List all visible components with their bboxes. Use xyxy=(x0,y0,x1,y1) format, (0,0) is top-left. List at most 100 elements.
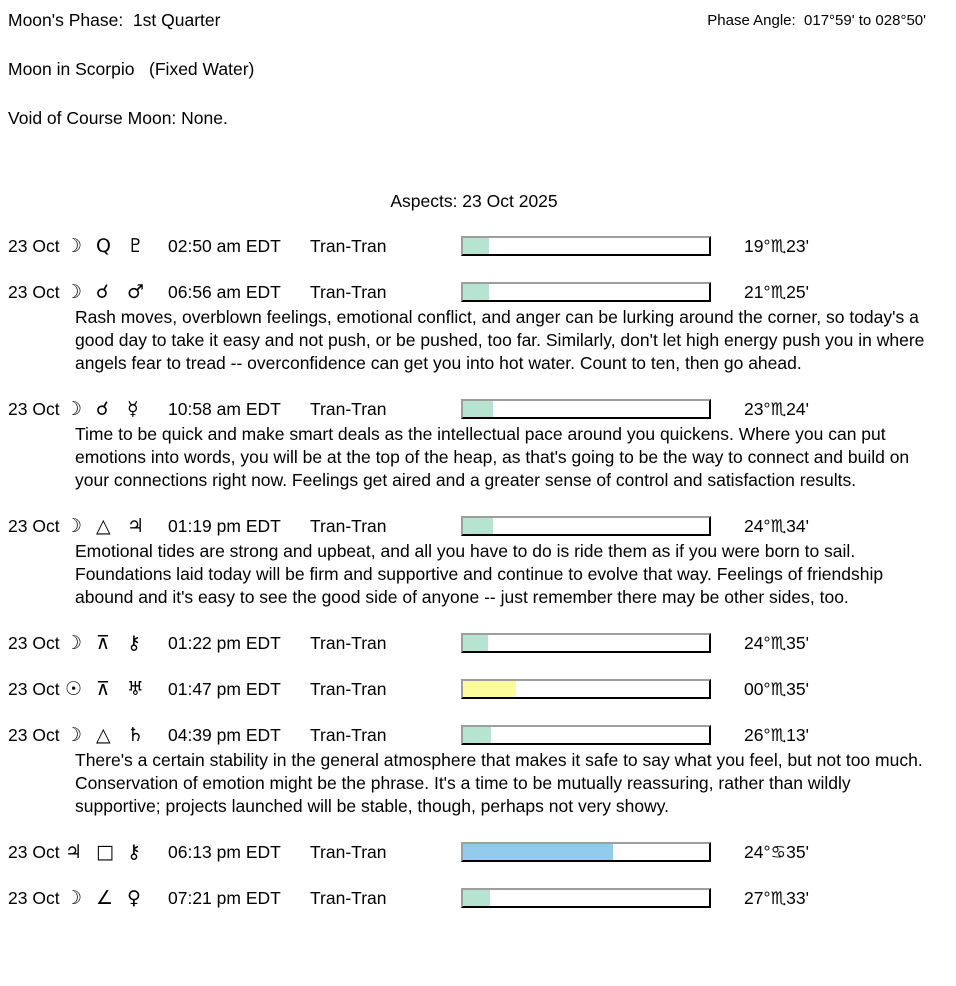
moon-glyph: ☽ xyxy=(65,397,83,420)
aspects-list: 23 Oct ☽ Q ♇ 02:50 am EDT Tran-Tran 19°♏… xyxy=(8,234,940,910)
pluto-glyph: ♇ xyxy=(127,234,145,257)
orb-progress-bar xyxy=(461,725,711,745)
moon-glyph: ☽ xyxy=(65,631,83,654)
aspect-row: 23 Oct ☽ ⊼ ⚷ 01:22 pm EDT Tran-Tran 24°♏… xyxy=(8,631,940,655)
report-header: Moon's Phase: 1st Quarter Moon in Scorpi… xyxy=(8,10,940,157)
aspect-glyphs: ☽ △ ♃ xyxy=(65,514,168,537)
aspect-glyphs: ☽ ⊼ ⚷ xyxy=(65,631,168,654)
aspect-glyphs: ☽ ☌ ♂ xyxy=(65,280,168,303)
aspect-type: Tran-Tran xyxy=(310,515,387,536)
aspect-date: 23 Oct xyxy=(8,235,60,256)
aspect-date: 23 Oct xyxy=(8,678,60,699)
orb-progress-bar xyxy=(461,888,711,908)
aspect-type: Tran-Tran xyxy=(310,841,387,862)
moon-glyph: ☽ xyxy=(65,723,83,746)
aspects-report-page: Moon's Phase: 1st Quarter Moon in Scorpi… xyxy=(8,10,940,910)
aspect-time: 01:47 pm EDT xyxy=(168,678,281,699)
void-of-course-line: Void of Course Moon: None. xyxy=(8,108,228,128)
aspect-block: 23 Oct ☽ ☌ ♂ 06:56 am EDT Tran-Tran 21°♏… xyxy=(8,280,940,375)
orb-bar-fill xyxy=(463,284,489,300)
aspect-row: 23 Oct ☽ △ ♄ 04:39 pm EDT Tran-Tran 26°♏… xyxy=(8,723,940,747)
aspect-block: 23 Oct ☽ △ ♄ 04:39 pm EDT Tran-Tran 26°♏… xyxy=(8,723,940,818)
orb-progress-bar xyxy=(461,679,711,699)
aspect-type: Tran-Tran xyxy=(310,235,387,256)
aspect-row: 23 Oct ☽ ☌ ☿ 10:58 am EDT Tran-Tran 23°♏… xyxy=(8,397,940,421)
moon-phase-line: Moon's Phase: 1st Quarter xyxy=(8,10,221,30)
aspect-time: 06:56 am EDT xyxy=(168,281,281,302)
aspect-block: 23 Oct ☉ ⊼ ♅ 01:47 pm EDT Tran-Tran 00°♏… xyxy=(8,677,940,701)
uranus-glyph: ♅ xyxy=(127,677,145,700)
aspect-glyphs: ☉ ⊼ ♅ xyxy=(65,677,168,700)
aspect-row: 23 Oct ☉ ⊼ ♅ 01:47 pm EDT Tran-Tran 00°♏… xyxy=(8,677,940,701)
orb-progress-bar xyxy=(461,516,711,536)
aspect-position: 19°♏23' xyxy=(744,235,809,256)
aspect-time: 07:21 pm EDT xyxy=(168,887,281,908)
chiron-glyph: ⚷ xyxy=(127,840,141,863)
orb-bar-fill xyxy=(463,238,489,254)
aspect-type: Tran-Tran xyxy=(310,632,387,653)
aspect-date: 23 Oct xyxy=(8,632,60,653)
aspect-time: 06:13 pm EDT xyxy=(168,841,281,862)
aspect-type: Tran-Tran xyxy=(310,678,387,699)
semisquare-glyph: ∠ xyxy=(96,886,114,909)
aspect-position: 00°♏35' xyxy=(744,678,809,699)
aspect-row: 23 Oct ♃ □ ⚷ 06:13 pm EDT Tran-Tran 24°♋… xyxy=(8,840,940,864)
moon-glyph: ☽ xyxy=(65,280,83,303)
chiron-glyph: ⚷ xyxy=(127,631,141,654)
aspect-position: 24°♋35' xyxy=(744,841,809,862)
orb-bar-fill xyxy=(463,401,493,417)
aspect-block: 23 Oct ☽ ⊼ ⚷ 01:22 pm EDT Tran-Tran 24°♏… xyxy=(8,631,940,655)
quincunx-glyph: ⊼ xyxy=(96,677,110,700)
aspect-glyphs: ☽ Q ♇ xyxy=(65,234,168,257)
orb-progress-bar xyxy=(461,399,711,419)
aspect-date: 23 Oct xyxy=(8,281,60,302)
aspect-row: 23 Oct ☽ Q ♇ 02:50 am EDT Tran-Tran 19°♏… xyxy=(8,234,940,258)
moon-glyph: ☽ xyxy=(65,234,83,257)
quincunx-glyph: ⊼ xyxy=(96,631,110,654)
aspect-block: 23 Oct ☽ ∠ ♀ 07:21 pm EDT Tran-Tran 27°♏… xyxy=(8,886,940,910)
orb-bar-fill xyxy=(463,681,516,697)
aspect-interpretation: There's a certain stability in the gener… xyxy=(75,750,923,816)
aspect-position: 26°♏13' xyxy=(744,724,809,745)
venus-glyph: ♀ xyxy=(127,886,141,909)
orb-progress-bar xyxy=(461,633,711,653)
orb-bar-fill xyxy=(463,635,488,651)
phase-angle-label: Phase Angle: 017°59' to 028°50' xyxy=(707,12,926,29)
aspect-type: Tran-Tran xyxy=(310,887,387,908)
aspect-time: 02:50 am EDT xyxy=(168,235,281,256)
aspect-row: 23 Oct ☽ ∠ ♀ 07:21 pm EDT Tran-Tran 27°♏… xyxy=(8,886,940,910)
orb-bar-fill xyxy=(463,890,491,906)
aspect-time: 04:39 pm EDT xyxy=(168,724,281,745)
orb-bar-fill xyxy=(463,518,493,534)
quintile-glyph: Q xyxy=(96,234,111,257)
aspect-time: 10:58 am EDT xyxy=(168,398,281,419)
aspect-type: Tran-Tran xyxy=(310,281,387,302)
aspect-interpretation: Rash moves, overblown feelings, emotiona… xyxy=(75,307,925,373)
aspect-position: 23°♏24' xyxy=(744,398,809,419)
aspect-glyphs: ☽ ☌ ☿ xyxy=(65,397,168,420)
aspect-block: 23 Oct ☽ △ ♃ 01:19 pm EDT Tran-Tran 24°♏… xyxy=(8,514,940,609)
aspect-row: 23 Oct ☽ △ ♃ 01:19 pm EDT Tran-Tran 24°♏… xyxy=(8,514,940,538)
orb-bar-fill xyxy=(463,844,614,860)
jupiter-glyph: ♃ xyxy=(127,514,145,537)
aspect-date: 23 Oct xyxy=(8,841,60,862)
aspect-block: 23 Oct ☽ Q ♇ 02:50 am EDT Tran-Tran 19°♏… xyxy=(8,234,940,258)
orb-progress-bar xyxy=(461,282,711,302)
aspect-date: 23 Oct xyxy=(8,398,60,419)
trine-glyph: △ xyxy=(96,514,111,537)
aspect-interpretation: Time to be quick and make smart deals as… xyxy=(75,424,910,490)
aspect-date: 23 Oct xyxy=(8,724,60,745)
aspect-row: 23 Oct ☽ ☌ ♂ 06:56 am EDT Tran-Tran 21°♏… xyxy=(8,280,940,304)
aspect-interpretation: Emotional tides are strong and upbeat, a… xyxy=(75,541,884,607)
aspect-position: 27°♏33' xyxy=(744,887,809,908)
mars-glyph: ♂ xyxy=(127,280,145,303)
trine-glyph: △ xyxy=(96,723,111,746)
aspect-glyphs: ♃ □ ⚷ xyxy=(65,840,168,863)
aspect-type: Tran-Tran xyxy=(310,398,387,419)
aspect-position: 24°♏35' xyxy=(744,632,809,653)
saturn-glyph: ♄ xyxy=(127,723,145,746)
conjunction-glyph: ☌ xyxy=(96,280,109,303)
aspect-position: 24°♏34' xyxy=(744,515,809,536)
square-glyph: □ xyxy=(96,840,114,863)
sun-glyph: ☉ xyxy=(65,677,83,700)
